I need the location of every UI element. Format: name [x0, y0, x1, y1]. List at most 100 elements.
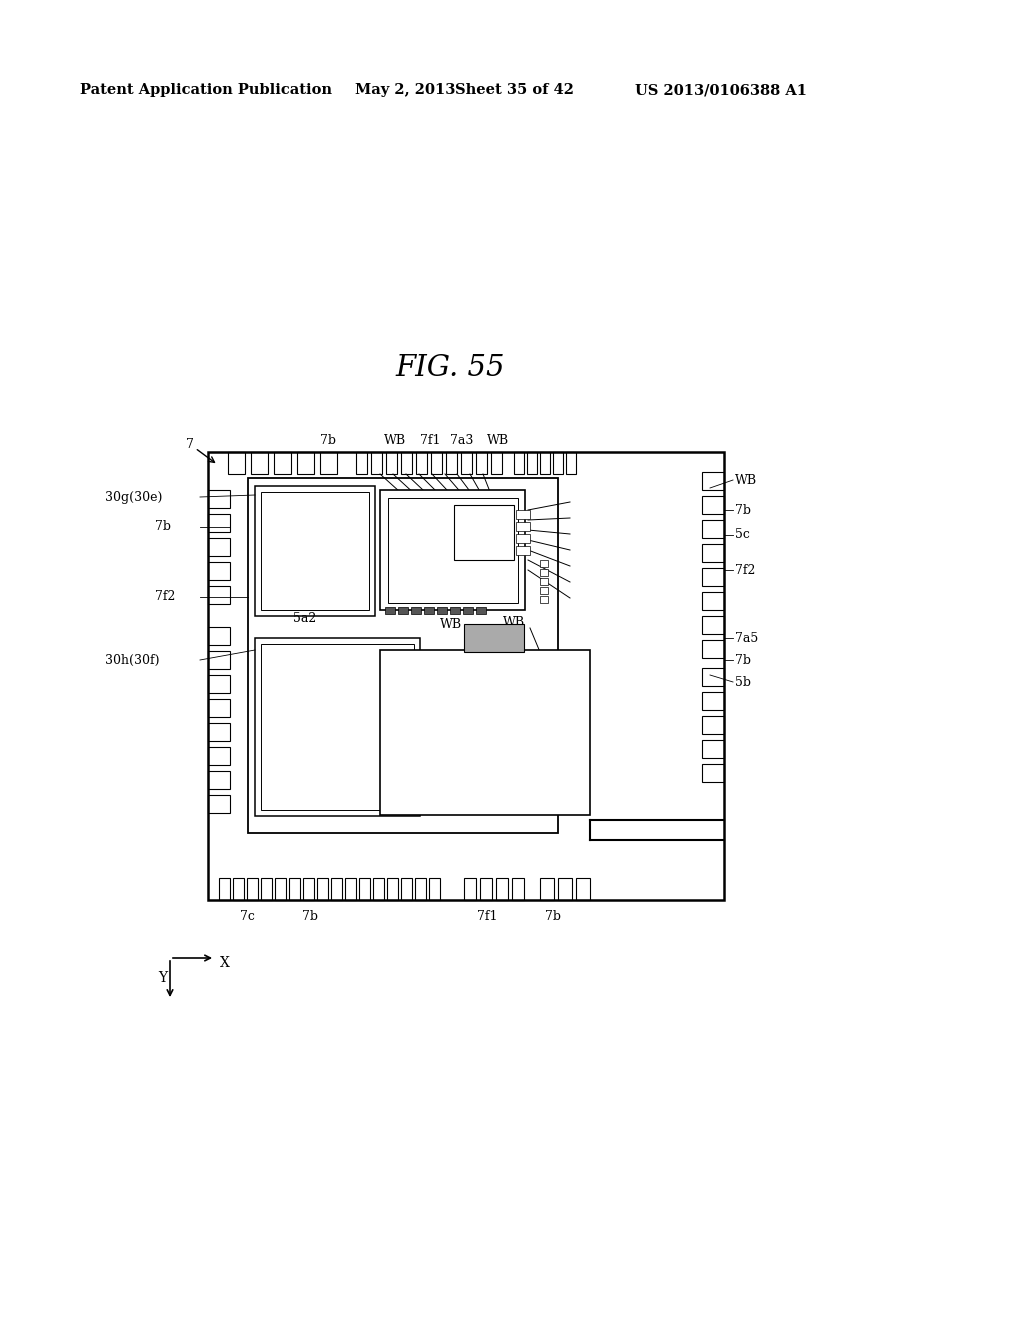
- Bar: [415, 878, 426, 900]
- Bar: [275, 878, 286, 900]
- Bar: [297, 451, 314, 474]
- Text: 7b: 7b: [735, 503, 751, 516]
- Bar: [575, 878, 590, 900]
- Bar: [359, 878, 370, 900]
- Bar: [702, 568, 724, 586]
- Bar: [387, 878, 398, 900]
- Bar: [356, 451, 367, 474]
- Bar: [371, 451, 382, 474]
- Bar: [516, 510, 530, 519]
- Bar: [255, 486, 375, 616]
- Bar: [553, 451, 563, 474]
- Bar: [401, 451, 412, 474]
- Bar: [463, 607, 473, 614]
- Text: 7f1: 7f1: [420, 433, 440, 446]
- Bar: [388, 498, 518, 603]
- Text: 30g(30e): 30g(30e): [105, 491, 163, 503]
- Text: 7f1: 7f1: [477, 909, 498, 923]
- Bar: [274, 451, 291, 474]
- Bar: [461, 451, 472, 474]
- Bar: [540, 597, 548, 603]
- Bar: [702, 616, 724, 634]
- Text: WB: WB: [735, 474, 757, 487]
- Bar: [208, 651, 230, 669]
- Bar: [516, 546, 530, 554]
- Bar: [208, 747, 230, 766]
- Bar: [446, 451, 457, 474]
- Bar: [345, 878, 356, 900]
- Bar: [540, 560, 548, 568]
- Bar: [255, 638, 420, 816]
- Text: 30h(30f): 30h(30f): [105, 653, 160, 667]
- Bar: [380, 490, 525, 610]
- Text: Patent Application Publication: Patent Application Publication: [80, 83, 332, 96]
- Text: Y: Y: [158, 972, 167, 985]
- Text: 7c: 7c: [240, 909, 254, 923]
- Bar: [702, 764, 724, 781]
- Bar: [398, 607, 408, 614]
- Text: 5a2: 5a2: [293, 611, 316, 624]
- Text: WB: WB: [396, 506, 418, 519]
- Bar: [464, 624, 524, 652]
- Bar: [261, 644, 414, 810]
- Bar: [208, 795, 230, 813]
- Text: 7: 7: [186, 438, 194, 451]
- Text: 7b: 7b: [319, 433, 336, 446]
- Bar: [261, 492, 369, 610]
- Bar: [385, 607, 395, 614]
- Text: 7b: 7b: [302, 909, 318, 923]
- Bar: [429, 878, 440, 900]
- Bar: [208, 539, 230, 556]
- Bar: [208, 700, 230, 717]
- Bar: [289, 878, 300, 900]
- Bar: [233, 878, 244, 900]
- Bar: [516, 535, 530, 543]
- Bar: [450, 607, 460, 614]
- Bar: [702, 496, 724, 513]
- Bar: [514, 451, 524, 474]
- Bar: [208, 451, 724, 900]
- Bar: [702, 715, 724, 734]
- Bar: [454, 506, 514, 560]
- Bar: [540, 451, 550, 474]
- Bar: [480, 878, 492, 900]
- Text: WB: WB: [487, 433, 509, 446]
- Bar: [702, 591, 724, 610]
- Text: May 2, 2013: May 2, 2013: [355, 83, 456, 96]
- Text: US 2013/0106388 A1: US 2013/0106388 A1: [635, 83, 807, 96]
- Bar: [512, 878, 524, 900]
- Bar: [248, 478, 558, 833]
- Bar: [437, 607, 447, 614]
- Text: WB: WB: [400, 590, 422, 603]
- Bar: [208, 562, 230, 579]
- Bar: [476, 607, 486, 614]
- Text: 7b: 7b: [155, 520, 171, 533]
- Bar: [208, 771, 230, 789]
- Bar: [540, 578, 548, 585]
- Bar: [540, 569, 548, 576]
- Bar: [416, 451, 427, 474]
- Bar: [702, 741, 724, 758]
- Bar: [566, 451, 575, 474]
- Text: WB: WB: [384, 433, 407, 446]
- Bar: [319, 451, 337, 474]
- Bar: [464, 878, 476, 900]
- Bar: [208, 723, 230, 741]
- Bar: [228, 451, 245, 474]
- Bar: [558, 878, 572, 900]
- Bar: [496, 878, 508, 900]
- Bar: [702, 520, 724, 539]
- Text: 5b: 5b: [735, 676, 751, 689]
- Bar: [540, 878, 554, 900]
- Bar: [702, 544, 724, 562]
- Bar: [386, 451, 397, 474]
- Bar: [424, 607, 434, 614]
- Bar: [401, 878, 412, 900]
- Bar: [208, 490, 230, 508]
- Bar: [261, 878, 272, 900]
- Bar: [303, 878, 314, 900]
- Bar: [317, 878, 328, 900]
- Bar: [251, 451, 268, 474]
- Text: FIG. 55: FIG. 55: [395, 354, 505, 381]
- Text: X: X: [220, 956, 229, 970]
